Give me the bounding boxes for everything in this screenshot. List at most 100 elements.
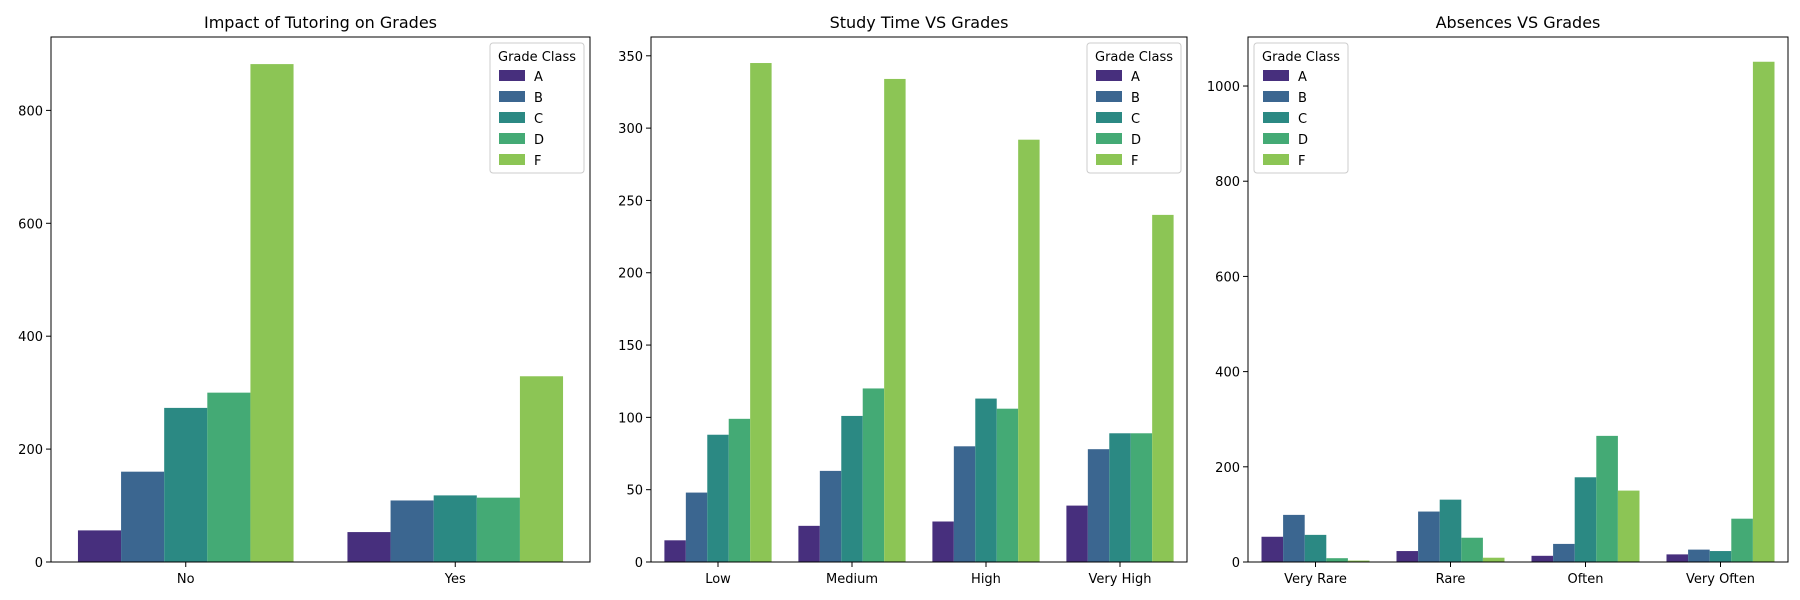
y-tick-label: 600 <box>18 217 43 232</box>
chart-panel-1: Impact of Tutoring on Grades 0 200 400 600 80… <box>18 13 591 587</box>
legend-label-D: D <box>1131 133 1141 148</box>
y-tick-label: 100 <box>618 411 643 426</box>
x-tick-label: Low <box>705 572 731 587</box>
bar-F-no <box>250 64 294 562</box>
y-tick-label: 150 <box>618 339 643 354</box>
legend-swatch-F <box>499 154 525 165</box>
bar-D-high <box>996 408 1019 562</box>
legend-label-B: B <box>1298 91 1307 106</box>
y-tick-label: 400 <box>1215 366 1240 381</box>
legend-label-F: F <box>1298 154 1305 169</box>
y-tick-label: 400 <box>18 330 43 345</box>
bar-B-medium <box>819 470 842 562</box>
x-tick-label: Very Rare <box>1284 572 1347 587</box>
bar-F-medium <box>884 78 906 562</box>
legend-swatch-B <box>1263 91 1289 102</box>
bar-C-very-often <box>1709 551 1732 562</box>
legend-label-C: C <box>1298 112 1307 127</box>
legend-label-A: A <box>534 70 543 85</box>
bar-B-rare <box>1418 511 1440 562</box>
bar-D-yes <box>476 497 520 562</box>
chart-title: Impact of Tutoring on Grades <box>204 13 437 32</box>
bar-B-high <box>953 446 976 562</box>
y-tick-label: 50 <box>626 484 643 499</box>
x-tick-label: Rare <box>1436 572 1466 587</box>
x-tick-label: Medium <box>826 572 878 587</box>
legend-swatch-A <box>499 70 525 81</box>
bar-C-no <box>164 407 208 562</box>
bar-A-very-high <box>1066 505 1088 562</box>
chart-title: Absences VS Grades <box>1436 13 1601 32</box>
bar-A-often <box>1531 555 1554 562</box>
axes-frame <box>50 36 591 563</box>
bar-B-very-rare <box>1283 514 1305 562</box>
y-tick-label: 0 <box>635 556 643 571</box>
bar-A-medium <box>798 525 820 562</box>
y-tick-label: 350 <box>618 50 643 65</box>
y-tick-label: 600 <box>1215 270 1240 285</box>
bar-C-yes <box>433 495 477 562</box>
bar-C-very-high <box>1109 433 1131 562</box>
bar-B-no <box>121 471 165 562</box>
bar-A-yes <box>347 532 391 562</box>
y-tick-label: 800 <box>18 104 43 119</box>
legend-label-D: D <box>534 133 544 148</box>
bar-A-no <box>77 530 122 562</box>
chart-panel-2: Study Time VS Grades 0 50 100 150 200 250 300 35… <box>618 13 1188 587</box>
bar-B-yes <box>390 500 434 562</box>
bar-D-no <box>207 392 251 562</box>
bar-F-very-often <box>1752 61 1775 562</box>
legend-label-F: F <box>534 154 541 169</box>
x-tick-label: Very High <box>1089 572 1152 587</box>
bar-F-often <box>1617 490 1640 562</box>
legend-swatch-C <box>1263 112 1289 123</box>
y-tick-label: 200 <box>1215 461 1240 476</box>
bar-F-very-high <box>1152 214 1174 562</box>
bar-F-very-rare <box>1347 560 1370 562</box>
y-tick-label: 800 <box>1215 175 1240 190</box>
axes-frame <box>650 36 1188 563</box>
y-tick-label: 300 <box>618 122 643 137</box>
bar-F-yes <box>519 376 564 562</box>
y-tick-label: 200 <box>618 267 643 282</box>
legend-label-A: A <box>1131 70 1140 85</box>
legend-swatch-C <box>1096 112 1122 123</box>
legend-label-D: D <box>1298 133 1308 148</box>
bar-C-high <box>975 398 997 562</box>
bar-A-high <box>932 521 954 562</box>
bar-D-rare <box>1461 537 1483 562</box>
y-tick-label: 0 <box>35 556 43 571</box>
legend-label-B: B <box>534 91 543 106</box>
bar-A-low <box>664 540 686 562</box>
legend-swatch-B <box>499 91 525 102</box>
bar-B-very-often <box>1688 549 1710 562</box>
bar-C-very-rare <box>1304 534 1327 562</box>
bar-B-very-high <box>1087 449 1110 562</box>
legend-title: Grade Class <box>1262 50 1340 65</box>
legend-swatch-D <box>1096 133 1122 144</box>
chart-title: Study Time VS Grades <box>830 13 1009 32</box>
legend-swatch-C <box>499 112 525 123</box>
y-tick-label: 200 <box>18 443 43 458</box>
legend-swatch-B <box>1096 91 1122 102</box>
bar-B-low <box>685 492 708 562</box>
axes-frame <box>1247 36 1789 563</box>
legend-label-C: C <box>534 112 543 127</box>
legend-swatch-A <box>1263 70 1289 81</box>
bar-A-very-often <box>1666 554 1689 562</box>
legend-label-B: B <box>1131 91 1140 106</box>
bar-D-medium <box>862 388 885 562</box>
chart-panel-3: Absences VS Grades 0 200 400 600 800 1000 Very … <box>1207 13 1789 587</box>
bar-D-very-often <box>1731 518 1753 562</box>
legend-label-F: F <box>1131 154 1138 169</box>
legend-title: Grade Class <box>498 50 576 65</box>
bar-F-low <box>750 63 772 562</box>
bar-C-often <box>1574 477 1597 562</box>
legend-swatch-D <box>499 133 525 144</box>
legend-swatch-D <box>1263 133 1289 144</box>
y-tick-label: 250 <box>618 194 643 209</box>
